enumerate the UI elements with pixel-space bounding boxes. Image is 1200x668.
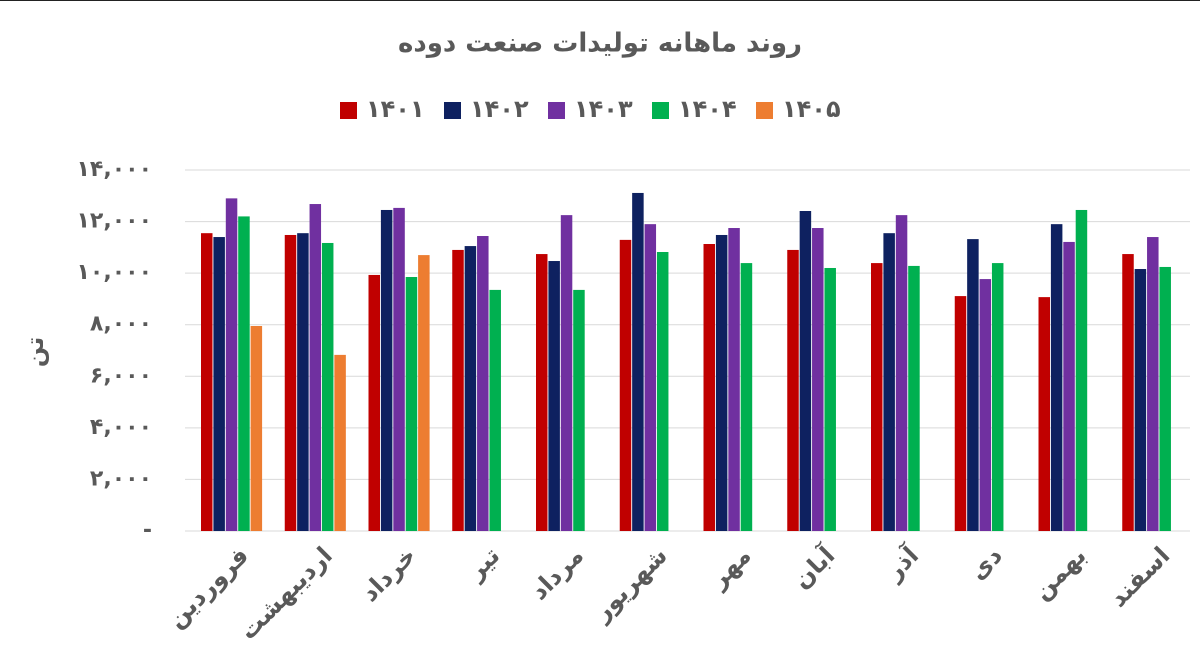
bar [250, 326, 263, 531]
bar [1063, 241, 1075, 531]
legend-label: ۱۴۰۴ [678, 95, 737, 123]
legend-swatch [756, 102, 773, 119]
bar [393, 207, 405, 531]
bar [871, 263, 883, 531]
legend-swatch [548, 102, 565, 119]
bar [908, 265, 920, 531]
bar [1159, 266, 1171, 531]
bar [334, 354, 346, 531]
legend-swatch [444, 102, 461, 119]
legend-label: ۱۴۰۳ [574, 95, 633, 123]
bar [489, 289, 501, 531]
bar [619, 239, 632, 532]
bar [979, 279, 992, 531]
bar [213, 237, 225, 532]
bar [1050, 224, 1063, 531]
bar [477, 236, 489, 532]
bar [656, 251, 669, 531]
bar [703, 244, 715, 531]
bar [573, 289, 585, 531]
bar [632, 192, 644, 531]
legend-label: ۱۴۰۵ [782, 95, 841, 123]
bar [452, 249, 464, 531]
chart-title: روند ماهانه تولیدات صنعت دوده [398, 29, 802, 59]
bar [309, 204, 322, 531]
bar [297, 233, 309, 532]
bar [1147, 237, 1159, 532]
bar [368, 274, 380, 531]
y-tick-label: ۱۲,۰۰۰ [77, 209, 153, 234]
bar [715, 234, 728, 532]
bar [1134, 269, 1147, 531]
bar [787, 249, 799, 531]
y-tick-label: ۱۰,۰۰۰ [77, 260, 153, 285]
bar [883, 233, 895, 532]
bar [380, 209, 393, 532]
bar [644, 224, 657, 531]
y-tick-label: - [143, 518, 152, 543]
bar [560, 215, 573, 531]
y-tick-label: ۸,۰۰۰ [90, 312, 152, 337]
bar [405, 277, 418, 531]
bar [1122, 254, 1134, 531]
legend-label: ۱۴۰۱ [366, 95, 425, 123]
bar [728, 228, 740, 531]
bar [238, 216, 250, 531]
bar [464, 246, 477, 531]
bar [799, 210, 812, 532]
bar [954, 296, 967, 531]
bar [418, 255, 430, 532]
bar [536, 254, 548, 531]
bar [967, 239, 979, 531]
bar [201, 233, 213, 532]
bar [812, 228, 824, 531]
bar [895, 215, 908, 531]
bar [740, 263, 753, 531]
y-tick-label: ۲,۰۰۰ [90, 466, 152, 491]
bar [225, 198, 238, 531]
bar [1075, 209, 1088, 532]
legend-swatch [652, 102, 669, 119]
y-tick-label: ۶,۰۰۰ [90, 363, 152, 388]
legend-swatch [340, 102, 357, 119]
bar [824, 267, 836, 531]
bar [991, 263, 1004, 531]
bar [1038, 297, 1050, 531]
bar [284, 234, 297, 532]
legend-label: ۱۴۰۲ [470, 95, 529, 123]
y-tick-label: ۱۴,۰۰۰ [77, 157, 153, 182]
y-tick-label: ۴,۰۰۰ [90, 415, 152, 440]
y-axis-title: تن [21, 337, 49, 368]
bar [321, 242, 334, 531]
bar [548, 261, 560, 531]
